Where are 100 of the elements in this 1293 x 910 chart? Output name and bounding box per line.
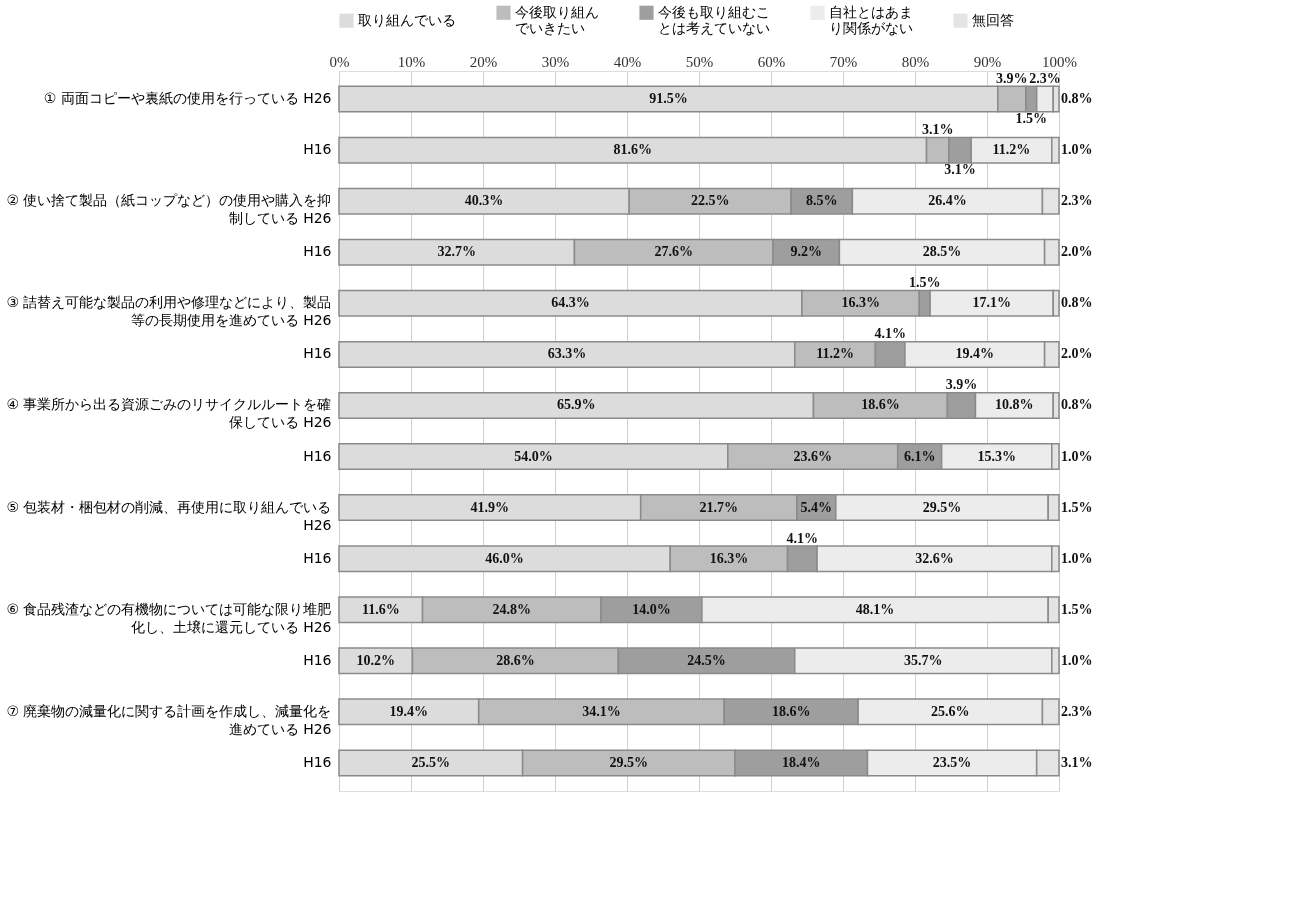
data-label: 0.8%: [1061, 397, 1093, 413]
data-label: 41.9%: [470, 499, 510, 515]
y-tick-label: H16: [303, 753, 332, 770]
data-label: 5.4%: [800, 499, 833, 515]
x-tick-label: 30%: [541, 53, 570, 70]
data-label: 6.1%: [903, 448, 936, 464]
legend-label: 今後も取り組むことは考えていない: [658, 3, 770, 36]
data-label: 65.9%: [556, 397, 596, 413]
x-tick-label: 20%: [469, 53, 498, 70]
data-label: 2.3%: [1029, 71, 1061, 87]
y-tick-label: ② 使い捨て製品（紙コップなど）の使用や購入を抑制している H26: [6, 192, 332, 227]
data-label: 25.5%: [411, 754, 451, 770]
x-tick-label: 50%: [685, 53, 714, 70]
data-label: 1.0%: [1061, 142, 1093, 158]
data-label: 3.1%: [944, 162, 976, 178]
data-label: 3.1%: [1061, 754, 1093, 770]
data-label: 14.0%: [632, 601, 671, 617]
data-label: 91.5%: [649, 91, 688, 107]
y-tick-label: ① 両面コピーや裏紙の使用を行っている H26: [43, 90, 332, 107]
data-label: 3.9%: [996, 71, 1028, 87]
data-label: 18.6%: [771, 703, 811, 719]
data-label: 9.2%: [790, 244, 823, 260]
y-tick-label: H16: [303, 651, 332, 668]
data-label: 15.3%: [977, 448, 1016, 464]
data-label: 1.5%: [908, 275, 941, 291]
data-label: 11.6%: [361, 601, 400, 617]
y-tick-label: H16: [303, 549, 332, 566]
x-tick-label: 90%: [973, 53, 1002, 70]
data-label: 4.1%: [786, 530, 819, 546]
y-tick-label: H16: [303, 345, 332, 362]
data-label: 40.3%: [464, 193, 504, 209]
y-tick-label: H16: [303, 243, 332, 260]
data-label: 19.4%: [955, 346, 995, 362]
data-label: 0.8%: [1061, 91, 1093, 107]
y-tick-label: ⑥ 食品残渣などの有機物については可能な限り堆肥化し、土壌に還元している H26: [6, 600, 332, 635]
data-label: 23.5%: [932, 754, 972, 770]
data-label: 8.5%: [806, 193, 838, 209]
data-label: 18.4%: [781, 754, 821, 770]
data-label: 11.2%: [992, 142, 1031, 158]
data-label: 1.5%: [1061, 499, 1093, 515]
data-label: 24.8%: [492, 601, 532, 617]
data-label: 0.8%: [1061, 295, 1093, 311]
legend-label: 取り組んでいる: [358, 11, 456, 28]
data-label: 2.0%: [1061, 244, 1093, 260]
x-tick-label: 40%: [613, 53, 642, 70]
data-label: 27.6%: [654, 244, 694, 260]
data-label: 23.6%: [793, 448, 833, 464]
data-label: 17.1%: [972, 295, 1011, 311]
data-label: 4.1%: [874, 326, 906, 342]
data-label: 16.3%: [709, 550, 749, 566]
data-label: 28.6%: [496, 652, 535, 668]
data-label: 1.0%: [1061, 550, 1093, 566]
data-label: 25.6%: [931, 703, 970, 719]
data-label: 81.6%: [613, 142, 653, 158]
legend-label: 無回答: [972, 11, 1014, 28]
data-label: 32.7%: [437, 244, 476, 260]
data-label: 2.0%: [1061, 346, 1093, 362]
y-tick-label: ⑦ 廃棄物の減量化に関する計画を作成し、減量化を進めている H26: [6, 702, 332, 737]
data-label: 3.1%: [921, 122, 954, 138]
data-label: 1.0%: [1061, 652, 1093, 668]
data-label: 2.3%: [1061, 703, 1093, 719]
data-label: 48.1%: [855, 601, 895, 617]
y-tick-label: ⑤ 包装材・梱包材の削減、再使用に取り組んでいる H26: [6, 498, 332, 533]
data-label: 63.3%: [547, 346, 587, 362]
data-label: 24.5%: [687, 652, 726, 668]
y-tick-label: H16: [303, 447, 332, 464]
y-tick-label: H16: [303, 141, 332, 158]
data-label: 1.5%: [1061, 601, 1093, 617]
data-label: 46.0%: [485, 550, 524, 566]
data-label: 3.9%: [945, 377, 978, 393]
x-tick-label: 0%: [329, 53, 350, 70]
data-label: 32.6%: [915, 550, 954, 566]
x-tick-label: 10%: [397, 53, 426, 70]
y-tick-label: ④ 事業所から出る資源ごみのリサイクルルートを確保している H26: [6, 396, 332, 431]
data-label: 1.0%: [1061, 448, 1093, 464]
y-tick-label: ③ 詰替え可能な製品の利用や修理などにより、製品等の長期使用を進めている H26: [6, 294, 332, 329]
data-label: 10.8%: [995, 397, 1034, 413]
data-label: 21.7%: [699, 499, 739, 515]
data-label: 18.6%: [861, 397, 900, 413]
data-label: 1.5%: [1015, 111, 1048, 127]
legend-label: 自社とはあまり関係がない: [829, 3, 913, 36]
data-label: 64.3%: [551, 295, 590, 311]
x-tick-label: 70%: [829, 53, 858, 70]
data-label: 54.0%: [514, 448, 553, 464]
data-label: 34.1%: [582, 703, 621, 719]
data-label: 2.3%: [1061, 193, 1093, 209]
data-label: 29.5%: [609, 754, 649, 770]
data-label: 26.4%: [928, 193, 967, 209]
data-label: 22.5%: [690, 193, 730, 209]
data-label: 35.7%: [904, 652, 943, 668]
x-tick-label: 60%: [757, 53, 786, 70]
data-label: 29.5%: [922, 499, 962, 515]
data-label: 19.4%: [389, 703, 429, 719]
data-label: 10.2%: [356, 652, 395, 668]
x-tick-label: 100%: [1042, 53, 1077, 70]
data-label: 16.3%: [841, 295, 880, 311]
data-label: 11.2%: [816, 346, 854, 362]
data-label: 28.5%: [922, 244, 962, 260]
x-tick-label: 80%: [901, 53, 930, 70]
legend-label: 今後取り組んでいきたい: [515, 3, 599, 36]
